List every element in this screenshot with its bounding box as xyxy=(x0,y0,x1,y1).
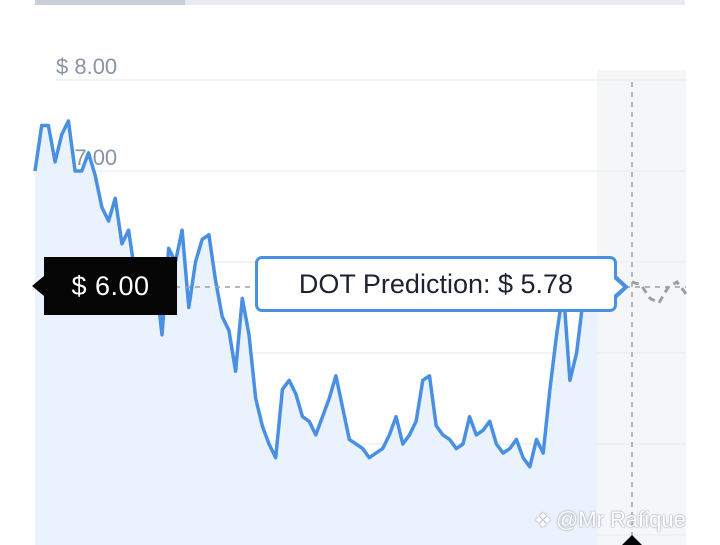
range-tab-track xyxy=(35,0,685,5)
y-tick-label: $ 8.00 xyxy=(56,54,117,79)
binance-logo-icon: ❖ xyxy=(534,510,552,532)
prediction-value: $ 5.78 xyxy=(498,268,574,299)
current-price-badge: $ 6.00 xyxy=(44,257,177,315)
watermark: ❖ @Mr Rafique xyxy=(534,507,686,533)
price-line xyxy=(33,119,592,469)
current-price-badge-arrow-icon xyxy=(32,276,44,296)
range-tab-active[interactable] xyxy=(35,0,185,5)
prediction-tooltip-arrow-fill xyxy=(614,279,623,295)
prediction-label: DOT Prediction: xyxy=(298,268,491,299)
today-marker-icon xyxy=(622,535,642,545)
price-area xyxy=(35,121,597,545)
forecast-line xyxy=(631,280,688,305)
prediction-tooltip: DOT Prediction: $ 5.78 xyxy=(255,256,617,312)
watermark-text: @Mr Rafique xyxy=(555,507,686,532)
